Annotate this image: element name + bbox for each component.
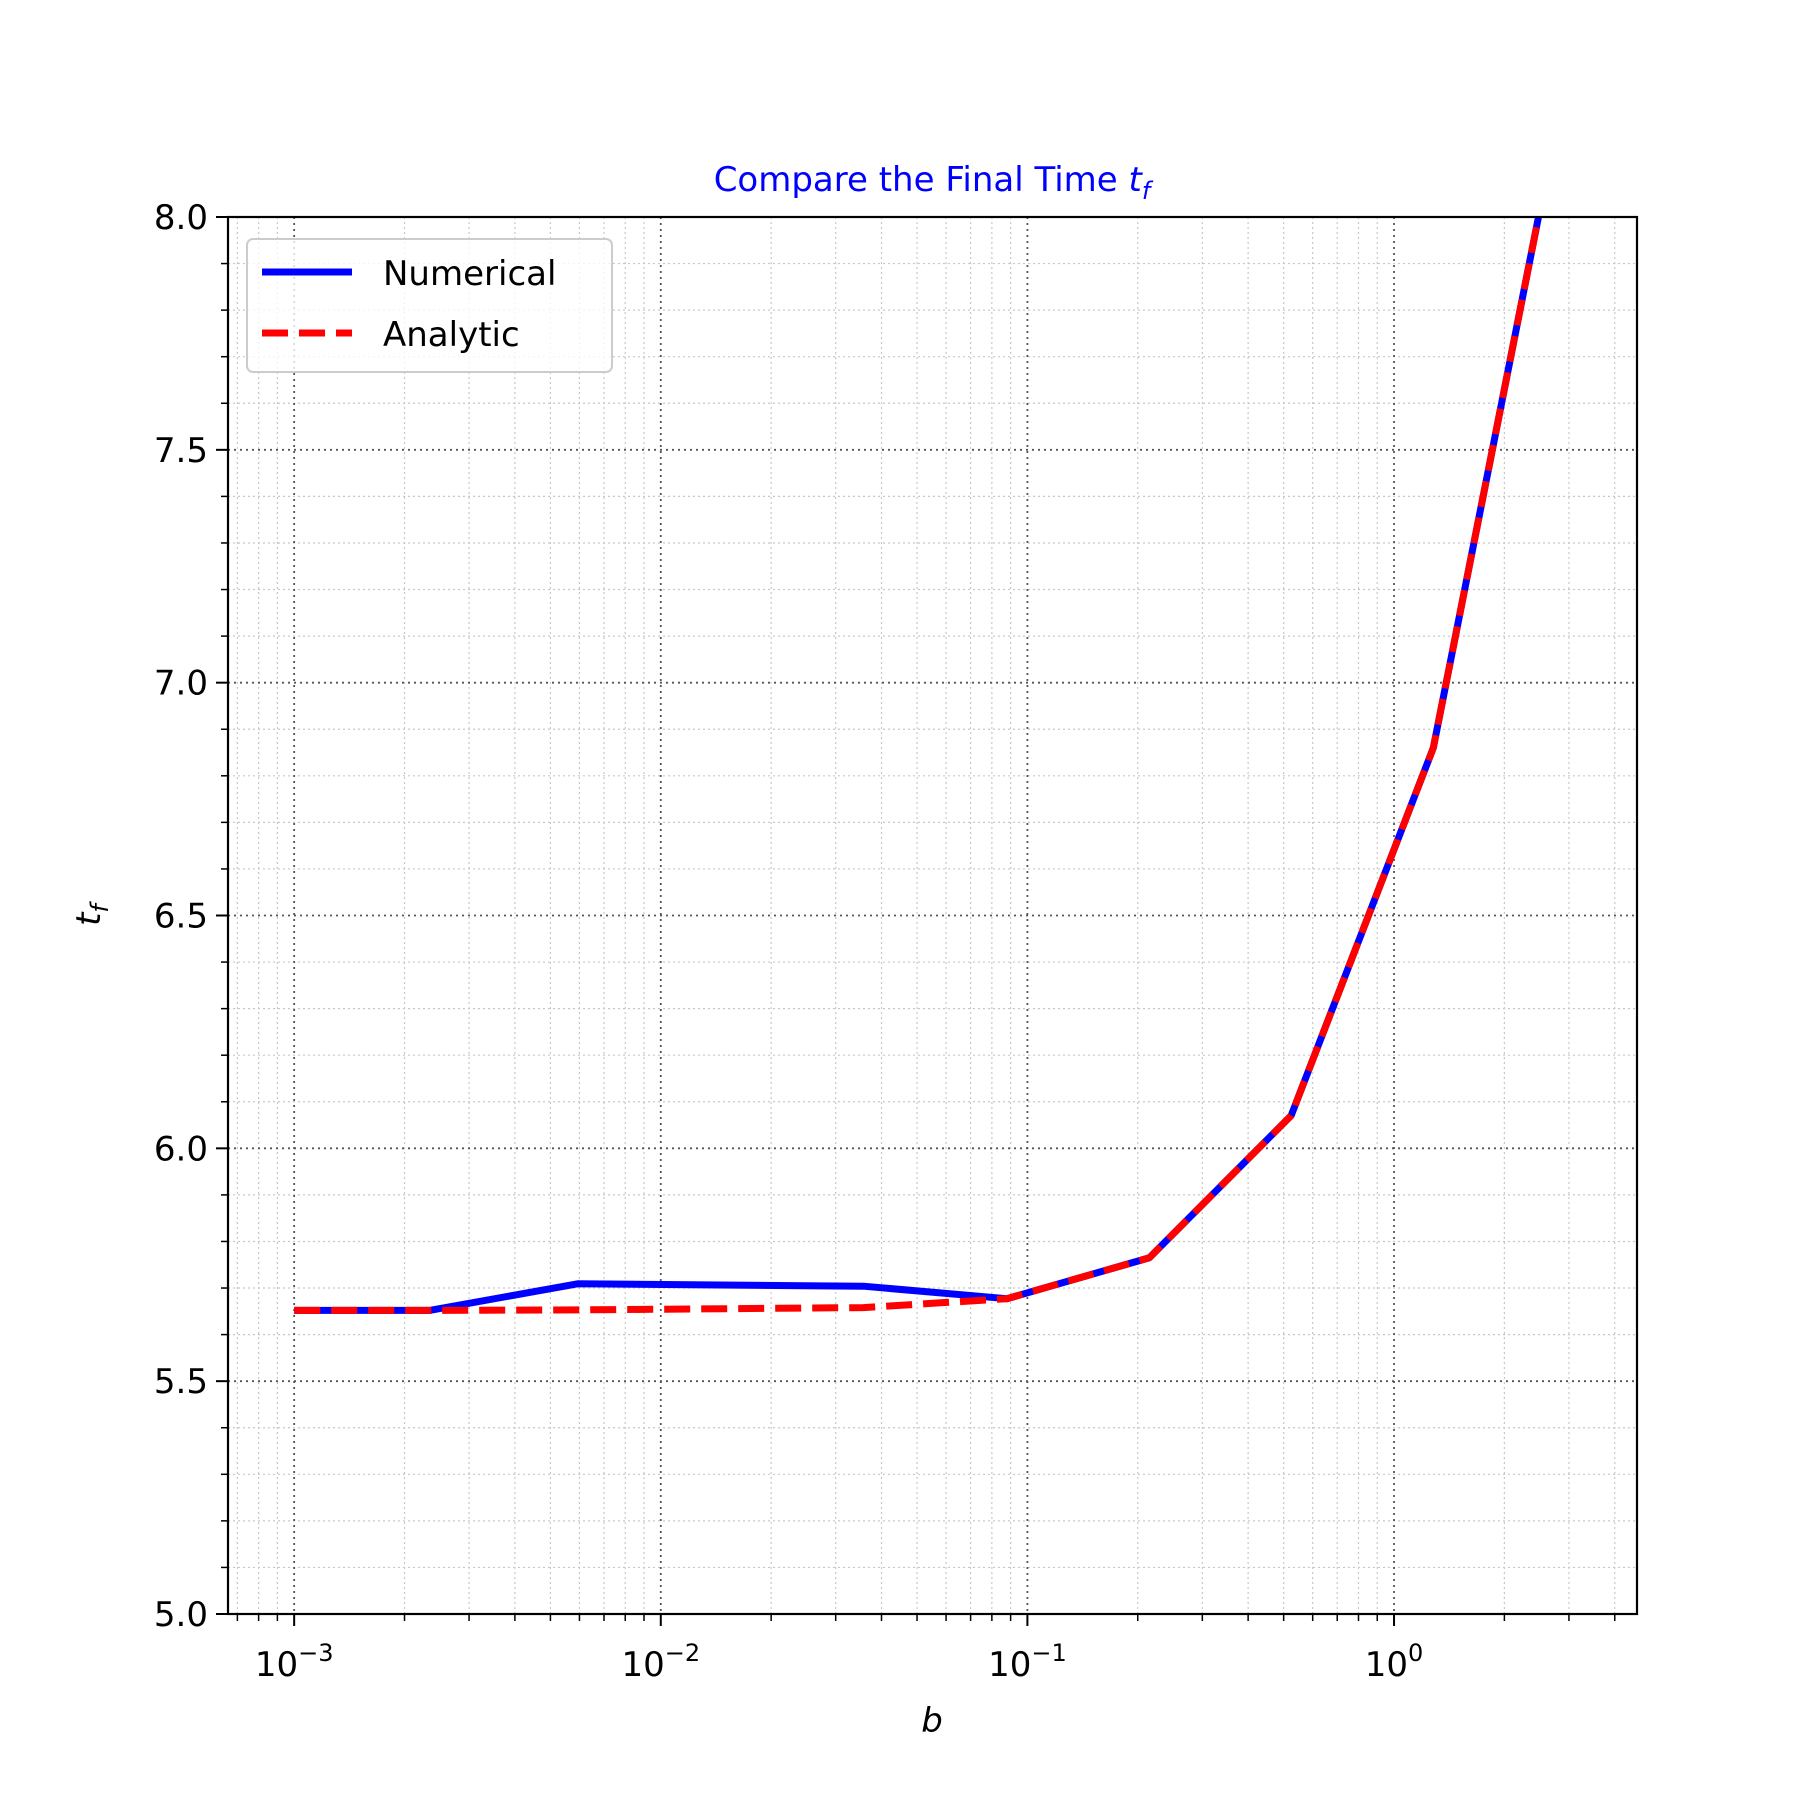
x-tick-label-base: 10	[1365, 1645, 1408, 1685]
x-tick-label: 100	[1365, 1639, 1424, 1685]
x-tick-label: 10−1	[988, 1639, 1067, 1685]
y-tick-label: 5.5	[154, 1362, 208, 1402]
major-grid	[228, 217, 1637, 1614]
x-tick-label: 10−3	[255, 1639, 334, 1685]
y-tick-label: 5.0	[154, 1595, 208, 1635]
y-axis-label-main: t	[69, 911, 109, 926]
x-tick-label-base: 10	[988, 1645, 1031, 1685]
legend: Numerical Analytic	[246, 238, 613, 373]
y-tick-label: 7.0	[154, 664, 208, 704]
chart-title-math: t	[1129, 160, 1144, 200]
y-tick-label: 6.5	[154, 897, 208, 937]
chart-title-text: Compare the Final Time	[714, 160, 1118, 200]
y-tick-label: 6.0	[154, 1129, 208, 1169]
x-tick-label-exponent: −3	[298, 1639, 333, 1667]
x-axis-label: b	[921, 1701, 943, 1741]
x-tick-label-exponent: −2	[665, 1639, 700, 1667]
chart-title: Compare the Final Time tf	[714, 160, 1154, 205]
y-tick-label: 8.0	[154, 198, 208, 238]
x-tick-label: 10−2	[621, 1639, 700, 1685]
ticks	[216, 216, 1616, 1626]
y-tick-label: 7.5	[154, 431, 208, 471]
x-tick-label-base: 10	[255, 1645, 298, 1685]
legend-label-analytic: Analytic	[383, 315, 520, 355]
series-layer	[294, 217, 1543, 1314]
x-tick-label-base: 10	[621, 1645, 664, 1685]
series-line-analytic	[294, 217, 1543, 1314]
legend-label-numerical: Numerical	[383, 254, 556, 294]
x-tick-label-exponent: −1	[1031, 1639, 1066, 1667]
x-tick-label-exponent: 0	[1408, 1639, 1423, 1667]
